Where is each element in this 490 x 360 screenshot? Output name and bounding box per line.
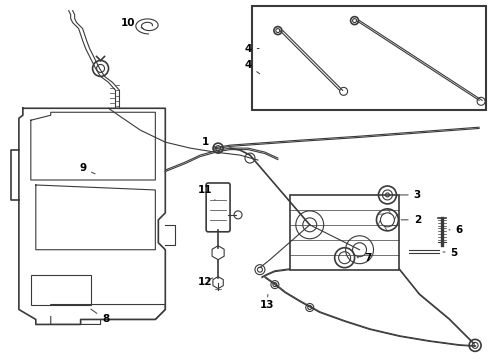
Bar [252,6,486,110]
Text: 5: 5 [443,248,458,258]
Text: 12: 12 [198,276,213,287]
Text: 2: 2 [401,215,421,225]
Text: 4: 4 [245,44,259,54]
Text: 3: 3 [399,190,421,200]
Text: 1: 1 [201,137,216,147]
Text: 10: 10 [121,18,144,28]
Bar [290,195,399,270]
Bar [31,275,91,305]
Text: 7: 7 [357,253,371,263]
Text: 11: 11 [198,185,215,200]
Text: 6: 6 [449,225,463,235]
Text: 13: 13 [260,294,274,310]
Text: 9: 9 [79,163,95,174]
Text: 8: 8 [91,309,109,324]
Text: 4: 4 [245,60,260,74]
